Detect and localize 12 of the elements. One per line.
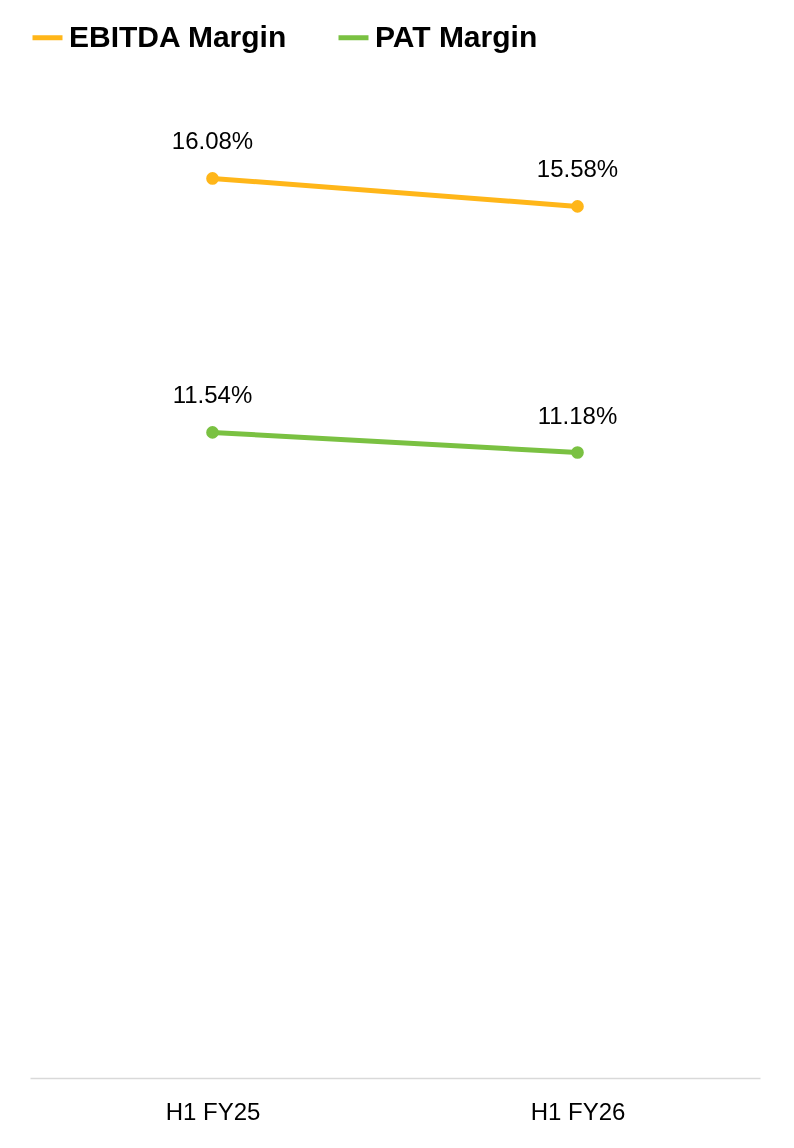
data-label: 11.54%: [172, 381, 253, 409]
legend-label: EBITDA Margin: [69, 19, 287, 53]
point: [571, 446, 584, 459]
point: [571, 200, 584, 213]
data-label: 16.08%: [171, 127, 254, 155]
data-label: 11.18%: [537, 401, 618, 429]
legend-label: PAT Margin: [375, 19, 538, 53]
x-tick-label: H1 FY25: [165, 1097, 261, 1125]
data-label: 15.58%: [536, 155, 619, 183]
point: [206, 172, 219, 185]
x-tick-label: H1 FY26: [530, 1097, 626, 1125]
point: [206, 426, 219, 439]
